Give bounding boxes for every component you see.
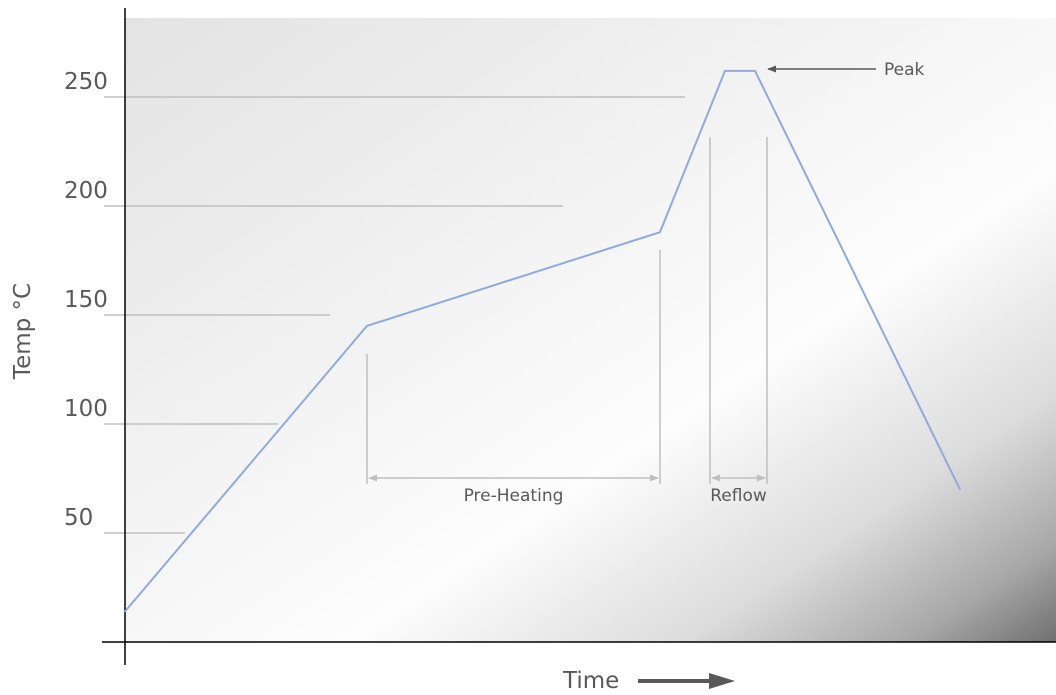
x-axis-title: Time — [562, 668, 619, 694]
y-tick-labels: 50 100 150 200 250 — [64, 69, 108, 531]
series-group — [124, 69, 961, 613]
series-line-0 — [124, 69, 961, 613]
guide-lines — [104, 96, 685, 534]
data-point-5 — [959, 488, 961, 491]
plot-background — [125, 18, 1056, 642]
y-tick-label-250: 250 — [64, 69, 108, 95]
data-point-2 — [659, 231, 661, 233]
reflow-label: Reflow — [710, 486, 767, 506]
annotations-group: Peak Pre-Heating Reflow — [366, 60, 925, 506]
y-tick-label-150: 150 — [64, 287, 108, 313]
data-point-0 — [124, 610, 126, 613]
y-axis-title: Temp °C — [10, 283, 36, 380]
time-arrow — [638, 673, 735, 689]
data-point-4 — [754, 70, 756, 72]
data-point-1 — [366, 325, 368, 327]
y-tick-label-50: 50 — [64, 505, 93, 531]
data-point-3 — [724, 70, 726, 72]
y-tick-label-100: 100 — [64, 396, 108, 422]
peak-label: Peak — [884, 60, 925, 80]
preheat-label: Pre-Heating — [464, 486, 564, 506]
y-tick-label-200: 200 — [64, 178, 108, 204]
